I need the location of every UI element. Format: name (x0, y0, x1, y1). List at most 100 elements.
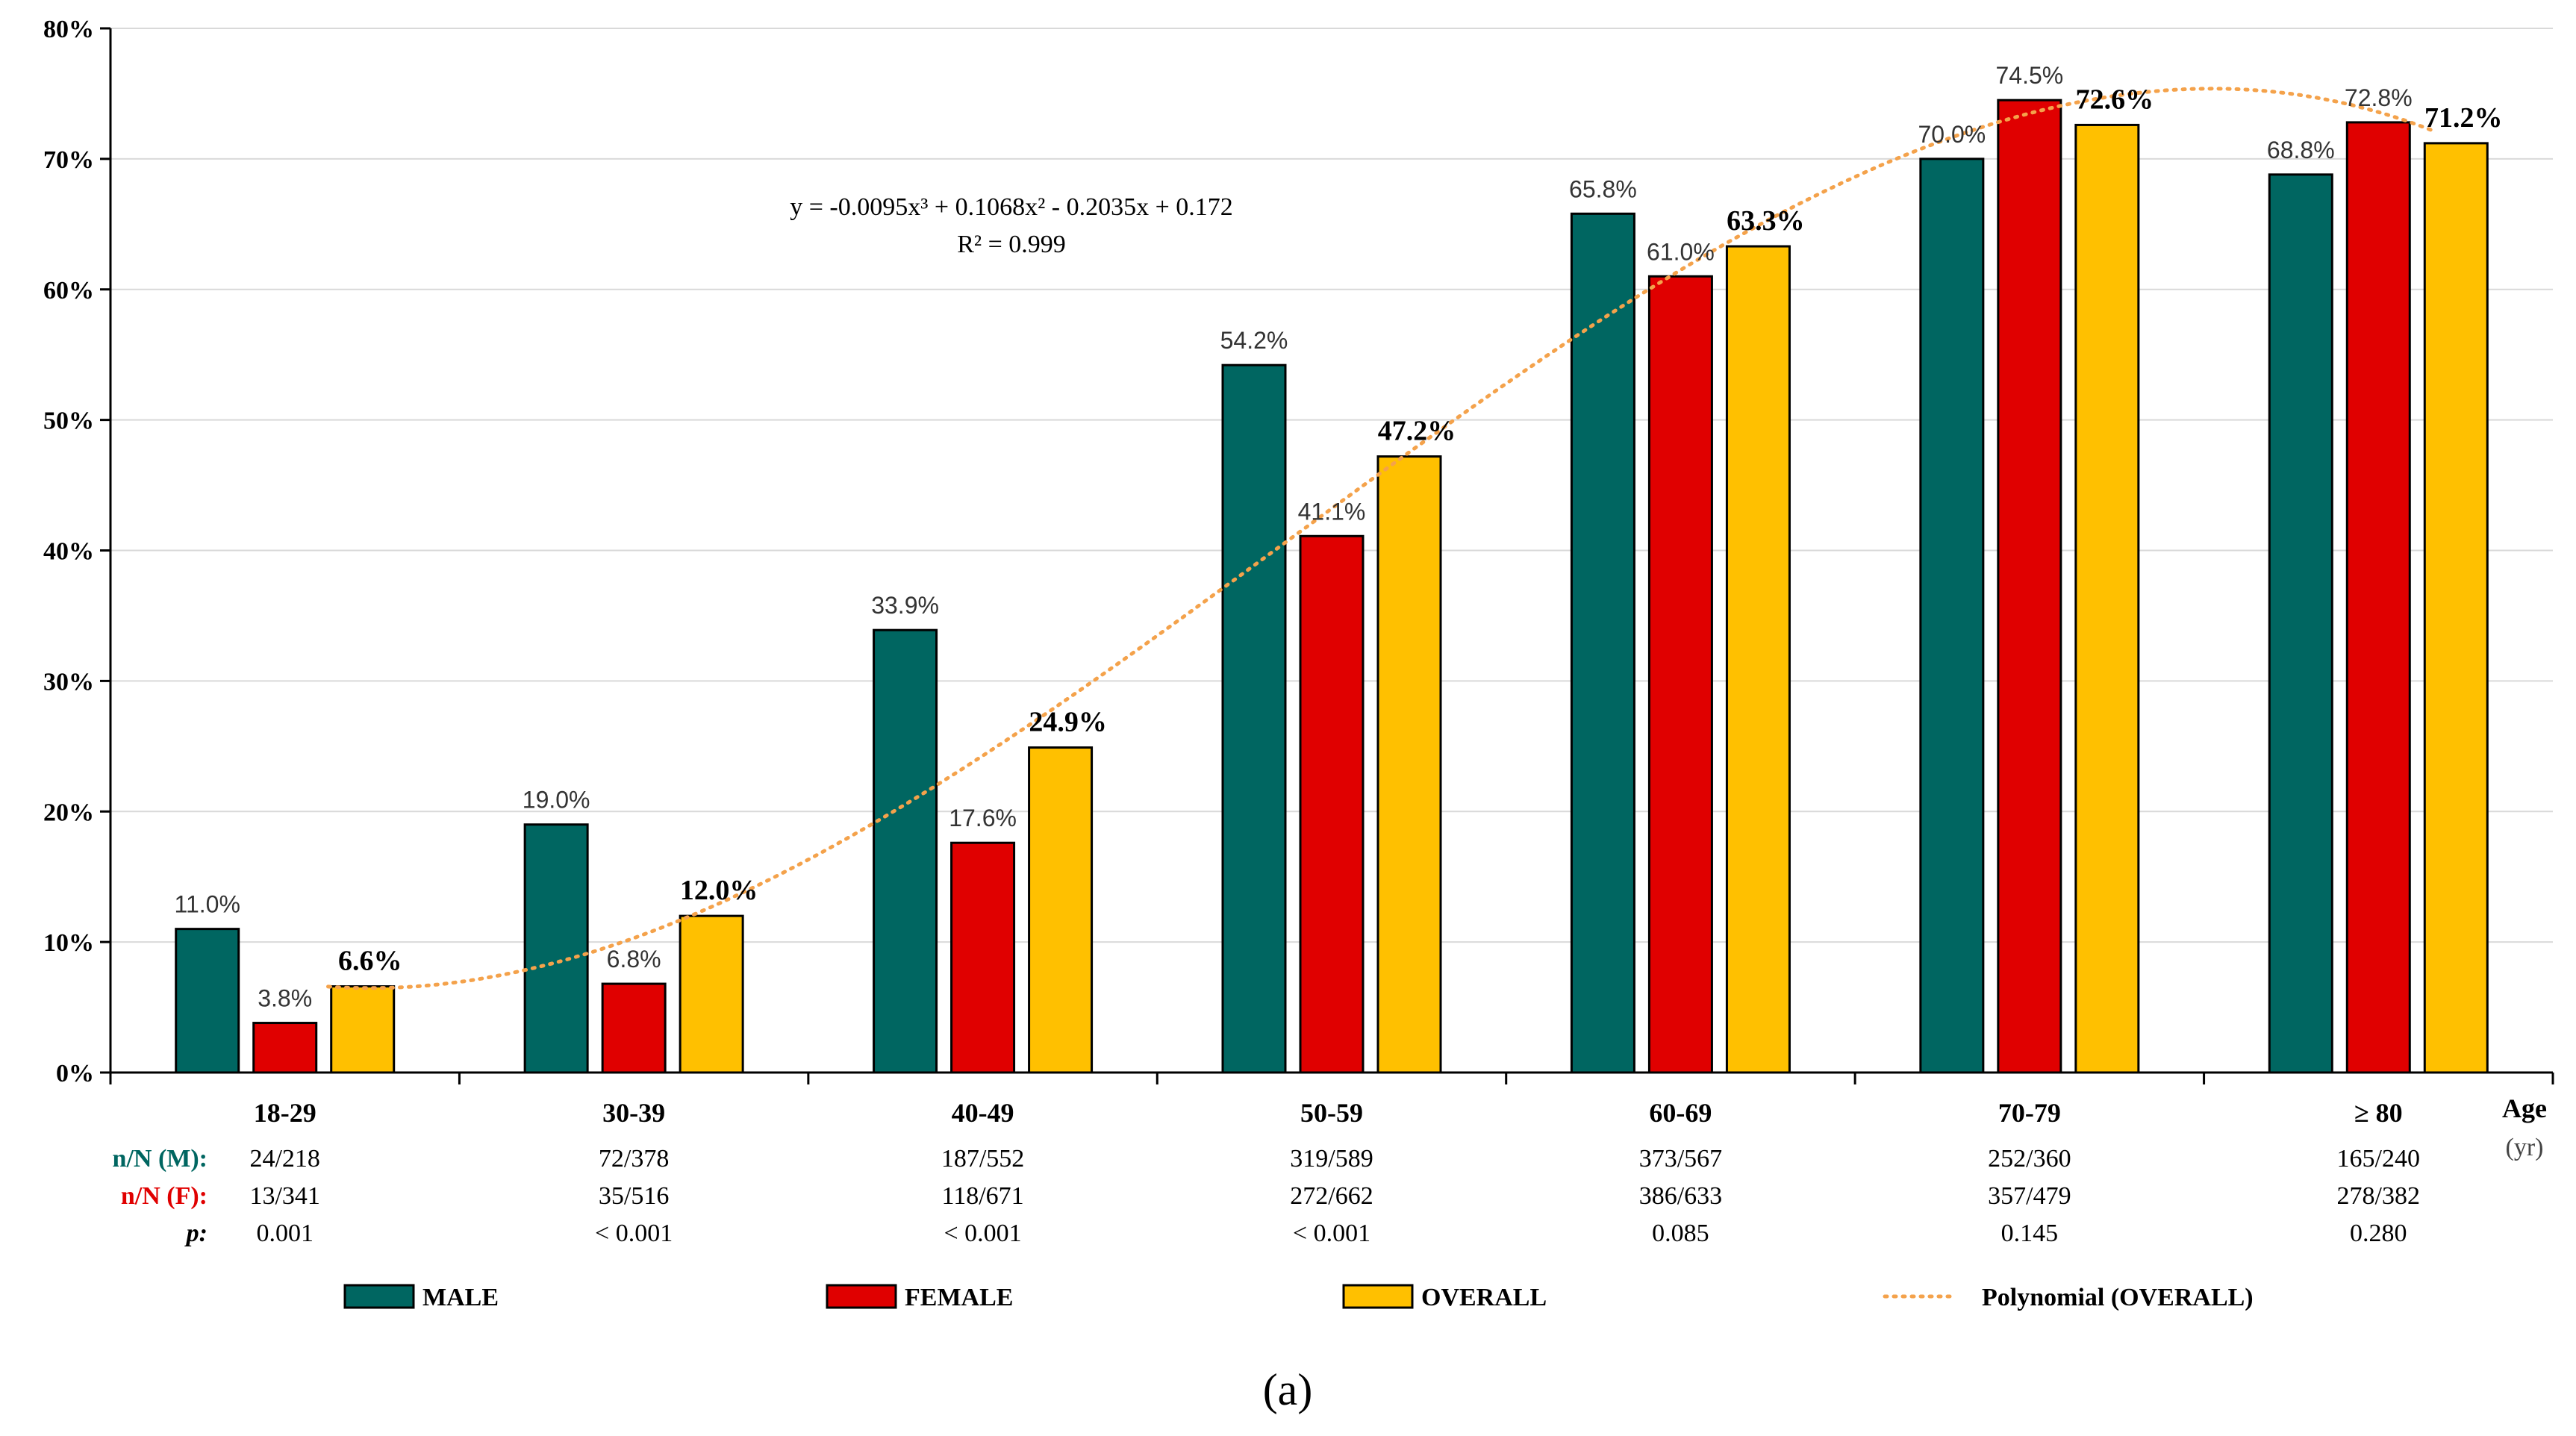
trendline-curve (326, 87, 2433, 990)
table-cell: 252/360 (1988, 1145, 2071, 1173)
bar-female (950, 841, 1016, 1074)
trend-r-squared: R² = 0.999 (957, 231, 1066, 258)
table-cell: 0.145 (2001, 1220, 2059, 1247)
axes (109, 28, 2553, 1074)
legend-swatch-overall (1342, 1284, 1414, 1309)
legend-label: MALE (422, 1284, 499, 1311)
legend-label: OVERALL (1421, 1284, 1547, 1311)
x-tick-label: 60-69 (1649, 1098, 1712, 1128)
table-cell: 35/516 (599, 1182, 669, 1210)
table-cell: 118/671 (941, 1182, 1023, 1210)
bar-female (1299, 534, 1365, 1074)
legend-swatch-female (826, 1284, 897, 1309)
table-cell: < 0.001 (1293, 1220, 1370, 1247)
bar-value-label: 24.9% (1029, 707, 1107, 738)
bar-female (252, 1022, 318, 1074)
bar-value-label: 11.0% (175, 891, 240, 918)
bar-value-label: 70.0% (1918, 121, 1986, 148)
bar-value-label: 71.2% (2424, 102, 2503, 134)
table-row-label: p: (184, 1220, 208, 1247)
bar-value-label: 47.2% (1378, 416, 1456, 447)
table-cell: 357/479 (1988, 1182, 2071, 1210)
x-tick-label: 50-59 (1300, 1098, 1363, 1128)
x-axis-unit: (yr) (2506, 1134, 2544, 1161)
table-row-label: n/N (F): (121, 1182, 208, 1210)
y-tick-label: 0% (56, 1060, 94, 1087)
bar-male (1570, 212, 1635, 1074)
bar-overall (1028, 746, 1094, 1074)
y-tick-label: 20% (43, 799, 94, 826)
x-tick-label: 40-49 (952, 1098, 1014, 1128)
x-axis-ticks: 18-29 30-39 40-49 50-59 60-69 70-79 ≥ 80 (109, 1073, 2554, 1128)
x-tick-label: 30-39 (602, 1098, 665, 1128)
table-cell: 373/567 (1639, 1145, 1722, 1173)
bar-value-label: 72.8% (2345, 84, 2413, 111)
bar-value-label: 63.3% (1727, 205, 1805, 237)
table-cell: 278/382 (2337, 1182, 2420, 1210)
bar-value-label: 6.6% (338, 946, 402, 977)
bar-value-label: 54.2% (1220, 327, 1288, 354)
y-tick-label: 50% (43, 408, 94, 435)
table-row-label: n/N (M): (113, 1145, 208, 1173)
bar-value-label: 41.1% (1298, 498, 1366, 525)
bar-overall (2423, 142, 2489, 1074)
trendline (326, 87, 2433, 990)
table-cell: 272/662 (1290, 1182, 1373, 1210)
table-cell: 319/589 (1290, 1145, 1373, 1173)
bar-value-label: 17.6% (949, 805, 1017, 831)
legend: MALE FEMALE OVERALL Polynomial (OVERALL) (343, 1284, 2254, 1311)
y-tick-label: 80% (43, 16, 94, 43)
y-tick-label: 30% (43, 668, 94, 696)
bar-male (1919, 157, 1985, 1074)
bar-value-label: 65.8% (1569, 175, 1637, 202)
bar-value-label: 33.9% (871, 592, 939, 619)
bar-labels: 11.0% 3.8% 6.6% 19.0% 6.8% 12.0% 33.9% 17.6% 24.… (175, 62, 2503, 1011)
table-cell: 187/552 (941, 1145, 1024, 1173)
table-cell: 72/378 (599, 1145, 669, 1173)
x-tick-label: ≥ 80 (2354, 1098, 2403, 1128)
x-tick-label: 18-29 (254, 1098, 316, 1128)
bar-overall (1725, 245, 1791, 1074)
y-tick-label: 60% (43, 277, 94, 305)
bar-value-label: 19.0% (523, 787, 590, 814)
table-cell: < 0.001 (944, 1220, 1021, 1247)
bar-value-label: 12.0% (680, 875, 758, 906)
y-axis-ticks: 0% 10% 20% 30% 40% 50% 60% 70% 80% (43, 16, 110, 1087)
bars (175, 99, 2489, 1074)
bar-female (1647, 275, 1713, 1074)
bar-male (523, 823, 589, 1074)
bar-male (873, 628, 938, 1074)
bar-value-label: 61.0% (1647, 238, 1715, 265)
table-cell: 13/341 (249, 1182, 319, 1210)
table-cell: 0.280 (2350, 1220, 2407, 1247)
bar-overall (1376, 455, 1442, 1074)
bar-overall (679, 914, 744, 1074)
y-tick-label: 70% (43, 146, 94, 174)
x-tick-label: 70-79 (1998, 1098, 2061, 1128)
table-cell: 386/633 (1639, 1182, 1722, 1210)
table-cell: 24/218 (249, 1145, 319, 1173)
table-cell: 0.001 (256, 1220, 314, 1247)
bar-male (175, 928, 240, 1074)
bar-overall (2074, 123, 2140, 1074)
x-axis-label: Age (2502, 1093, 2547, 1123)
trend-equation: y = -0.0095x³ + 0.1068x² - 0.2035x + 0.1… (790, 193, 1233, 221)
bar-male (1221, 363, 1287, 1074)
panel-label: (a) (1263, 1365, 1313, 1414)
legend-label: FEMALE (905, 1284, 1013, 1311)
bar-overall (330, 985, 396, 1074)
bar-value-label: 68.8% (2267, 137, 2335, 163)
bar-value-label: 74.5% (1995, 62, 2063, 89)
bar-value-label: 3.8% (258, 985, 312, 1012)
y-tick-label: 10% (43, 929, 94, 957)
table-cell: < 0.001 (595, 1220, 673, 1247)
bar-male (2268, 173, 2333, 1074)
table-cell: 0.085 (1652, 1220, 1709, 1247)
bar-female (601, 982, 667, 1074)
data-table: n/N (M): 24/218 72/378 187/552 319/589 373/56… (113, 1145, 2420, 1247)
legend-label: Polynomial (OVERALL) (1982, 1284, 2254, 1311)
bar-value-label: 72.6% (2076, 84, 2154, 115)
bar-female (2345, 121, 2411, 1074)
